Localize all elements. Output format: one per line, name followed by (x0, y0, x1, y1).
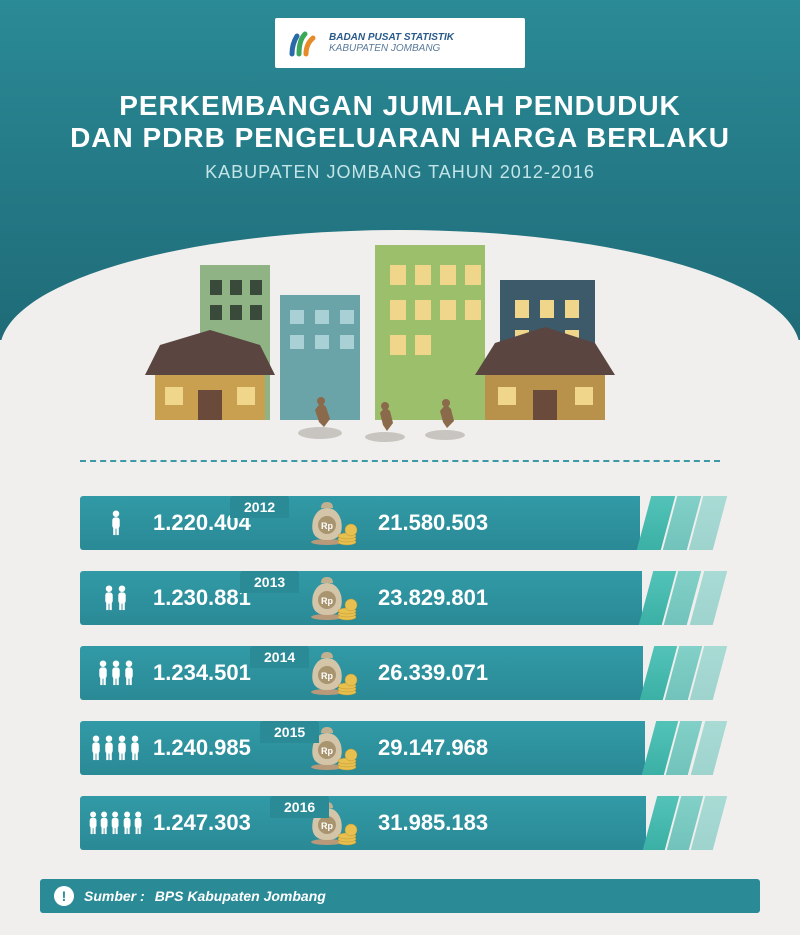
info-icon: ! (54, 886, 74, 906)
money-value: 31.985.183 (378, 810, 488, 836)
logo-card: BADAN PUSAT STATISTIK KABUPATEN JOMBANG (275, 18, 525, 68)
people-icon (88, 735, 143, 761)
logo-line1: BADAN PUSAT STATISTIK (329, 32, 454, 43)
svg-text:Rp: Rp (321, 521, 333, 531)
title-line1: PERKEMBANGAN JUMLAH PENDUDUK (119, 90, 681, 121)
money-value: 26.339.071 (378, 660, 488, 686)
money-bag-icon: Rp (303, 500, 363, 546)
title-sub: KABUPATEN JOMBANG TAHUN 2012-2016 (50, 162, 750, 183)
year-tab: 2014 (250, 646, 309, 668)
title-block: PERKEMBANGAN JUMLAH PENDUDUK DAN PDRB PE… (50, 90, 750, 183)
bps-logo-icon (287, 26, 321, 60)
title-line2: DAN PDRB PENGELUARAN HARGA BERLAKU (70, 122, 730, 153)
money-value: 23.829.801 (378, 585, 488, 611)
footer-label: Sumber : (84, 888, 145, 904)
money-value: 29.147.968 (378, 735, 488, 761)
infographic-page: BADAN PUSAT STATISTIK KABUPATEN JOMBANG … (0, 0, 800, 935)
logo-text: BADAN PUSAT STATISTIK KABUPATEN JOMBANG (329, 32, 454, 54)
data-row: 2016 1.247.303 Rp 31.985.183 (80, 796, 720, 850)
data-row: 2014 1.234.501 Rp 26.339.071 (80, 646, 720, 700)
money-bag-icon: Rp (303, 575, 363, 621)
row-bar: 1.230.881 Rp 23.829.801 (80, 571, 642, 625)
svg-text:Rp: Rp (321, 821, 333, 831)
year-tab: 2012 (230, 496, 289, 518)
city-illustration (90, 245, 710, 455)
data-rows: 2012 1.220.404 Rp 21.580.503 2013 (80, 475, 720, 860)
row-bar: 1.220.404 Rp 21.580.503 (80, 496, 640, 550)
row-bar: 1.240.985 Rp 29.147.968 (80, 721, 645, 775)
people-icon (88, 510, 143, 536)
money-bag-icon: Rp (303, 650, 363, 696)
svg-text:Rp: Rp (321, 746, 333, 756)
people-icon (88, 660, 143, 686)
svg-text:Rp: Rp (321, 596, 333, 606)
row-bar: 1.247.303 Rp 31.985.183 (80, 796, 646, 850)
people-icon (88, 810, 143, 836)
footer-source: BPS Kabupaten Jombang (155, 888, 326, 904)
data-row: 2015 1.240.985 Rp 29.147.968 (80, 721, 720, 775)
row-bar: 1.234.501 Rp 26.339.071 (80, 646, 643, 700)
svg-text:Rp: Rp (321, 671, 333, 681)
title-main: PERKEMBANGAN JUMLAH PENDUDUK DAN PDRB PE… (50, 90, 750, 154)
logo-line2: KABUPATEN JOMBANG (329, 43, 454, 54)
people-icon (88, 585, 143, 611)
footer-bar: ! Sumber : BPS Kabupaten Jombang (40, 879, 760, 913)
divider (80, 460, 720, 462)
data-row: 2012 1.220.404 Rp 21.580.503 (80, 496, 720, 550)
money-value: 21.580.503 (378, 510, 488, 536)
data-row: 2013 1.230.881 Rp 23.829.801 (80, 571, 720, 625)
year-tab: 2015 (260, 721, 319, 743)
year-tab: 2013 (240, 571, 299, 593)
year-tab: 2016 (270, 796, 329, 818)
